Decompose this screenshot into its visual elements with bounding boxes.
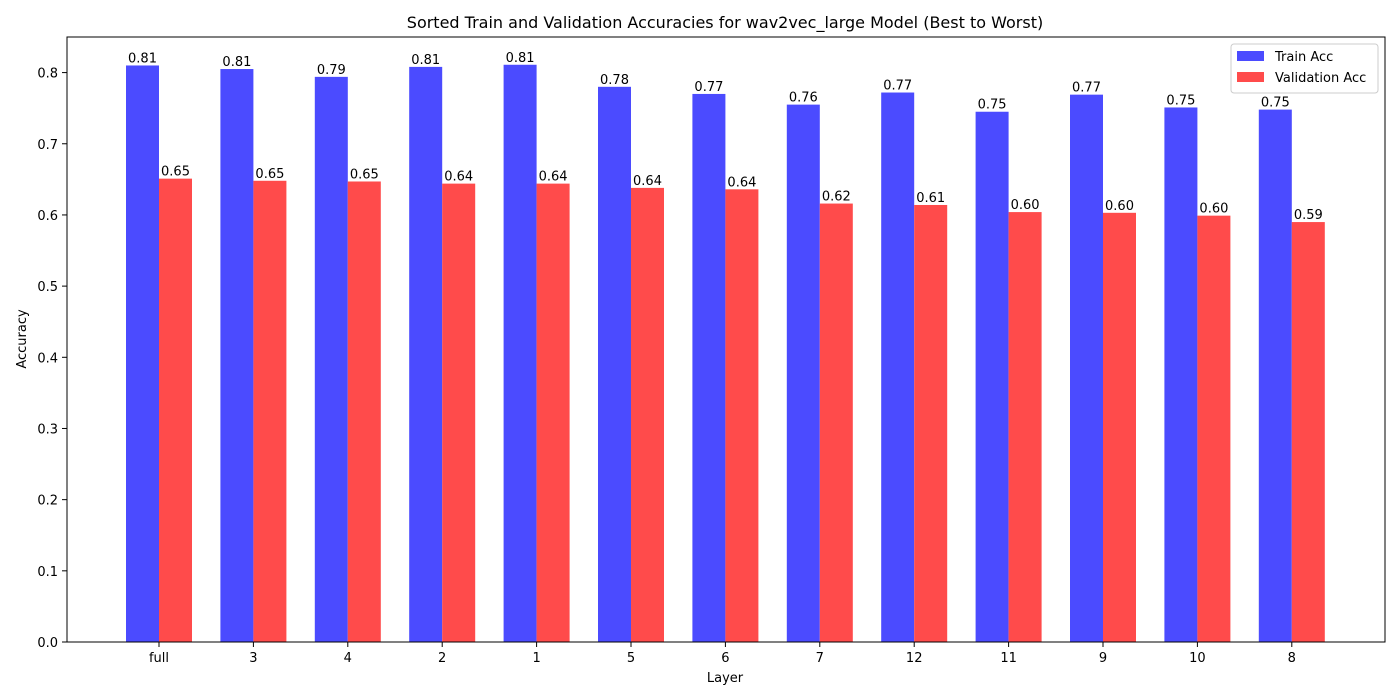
legend-entry-label: Train Acc — [1274, 50, 1333, 65]
bar-value-label: 0.75 — [1166, 93, 1195, 108]
bar-value-label: 0.77 — [1072, 81, 1101, 96]
x-tick-label: 3 — [249, 651, 257, 666]
train-acc-bar — [881, 92, 915, 642]
train-acc-bar — [220, 69, 254, 642]
validation-acc-bar — [1197, 215, 1231, 642]
x-tick-label: 5 — [627, 651, 635, 666]
validation-acc-bar — [1008, 212, 1042, 642]
bar-value-label: 0.81 — [411, 53, 440, 68]
chart-title: Sorted Train and Validation Accuracies f… — [407, 13, 1043, 33]
bar-value-label: 0.64 — [633, 174, 662, 189]
train-acc-bar — [126, 65, 159, 643]
x-tick-label: 12 — [906, 651, 923, 666]
y-tick-label: 0.5 — [37, 280, 58, 295]
validation-acc-bar — [347, 181, 381, 643]
bar-value-label: 0.61 — [916, 191, 945, 206]
x-axis-label: Layer — [707, 671, 744, 686]
x-tick-label: full — [149, 651, 169, 666]
x-tick-label: 9 — [1099, 651, 1107, 666]
validation-acc-bar — [819, 203, 853, 643]
y-tick-label: 0.7 — [37, 138, 58, 153]
validation-acc-bar — [159, 178, 192, 642]
y-tick-label: 0.4 — [37, 351, 58, 366]
bar-value-label: 0.65 — [255, 167, 284, 182]
y-tick-label: 0.3 — [37, 422, 58, 437]
train-acc-bar — [692, 93, 726, 642]
bar-value-label: 0.77 — [883, 79, 912, 94]
bar-value-label: 0.60 — [1011, 198, 1040, 213]
bar-value-label: 0.76 — [789, 91, 818, 106]
bar-value-label: 0.81 — [222, 55, 251, 70]
train-acc-bar — [975, 111, 1009, 643]
x-tick-label: 6 — [721, 651, 729, 666]
plot-frame — [66, 36, 1386, 643]
x-tick-label: 11 — [1000, 651, 1017, 666]
y-tick-label: 0.0 — [37, 636, 58, 651]
y-tick-label: 0.8 — [37, 67, 58, 82]
validation-acc-bar — [536, 183, 570, 642]
validation-acc-bar — [1103, 212, 1136, 642]
bar-value-label: 0.77 — [694, 80, 723, 95]
validation-acc-bar — [253, 180, 287, 642]
legend-entry-label: Validation Acc — [1275, 71, 1366, 86]
validation-acc-bar — [442, 183, 476, 642]
bar-value-label: 0.65 — [350, 167, 379, 182]
bar-value-label: 0.78 — [600, 73, 629, 88]
bar-value-label: 0.60 — [1105, 199, 1134, 214]
plot-area: 0.81 0.810.790.81 0.810.78 0.770.760.770.75… — [37, 36, 1386, 666]
bar-value-label: 0.81 — [128, 51, 157, 66]
legend-box — [1230, 43, 1379, 94]
x-tick-label: 7 — [816, 651, 824, 666]
y-tick-label: 0.1 — [37, 565, 58, 580]
bar-value-label: 0.62 — [822, 190, 851, 205]
train-acc-bar — [1258, 109, 1292, 643]
bar-value-label: 0.64 — [444, 170, 473, 185]
y-tick-label: 0.6 — [37, 209, 58, 224]
bar-value-label: 0.59 — [1294, 208, 1323, 223]
validation-acc-bar — [725, 189, 759, 642]
bar-value-label: 0.75 — [1261, 96, 1290, 111]
bar-value-label: 0.65 — [161, 165, 190, 180]
bar-value-label: 0.75 — [978, 98, 1007, 113]
train-acc-bar — [1164, 107, 1198, 642]
train-acc-bar — [503, 64, 537, 642]
legend-swatch-train — [1237, 51, 1264, 61]
x-tick-label: 10 — [1189, 651, 1206, 666]
validation-acc-bar — [631, 187, 664, 642]
bar-value-label: 0.60 — [1199, 202, 1228, 217]
validation-acc-bar — [914, 204, 948, 643]
train-acc-bar — [1070, 94, 1103, 642]
x-tick-label: 2 — [438, 651, 446, 666]
x-tick-label: 1 — [532, 651, 540, 666]
validation-acc-bar — [1291, 222, 1325, 642]
legend-swatch-validation — [1237, 72, 1264, 82]
y-tick-label: 0.2 — [37, 494, 58, 509]
bar-value-label: 0.64 — [727, 175, 756, 190]
train-acc-bar — [786, 104, 820, 643]
y-axis-label: Accuracy — [15, 309, 30, 369]
train-acc-bar — [409, 66, 443, 642]
bar-value-label: 0.79 — [317, 63, 346, 78]
x-tick-label: 4 — [344, 651, 352, 666]
bar-value-label: 0.81 — [506, 51, 535, 66]
bar-value-label: 0.64 — [539, 170, 568, 185]
train-acc-bar — [598, 86, 631, 642]
x-tick-label: 8 — [1288, 651, 1296, 666]
train-acc-bar — [314, 76, 348, 643]
